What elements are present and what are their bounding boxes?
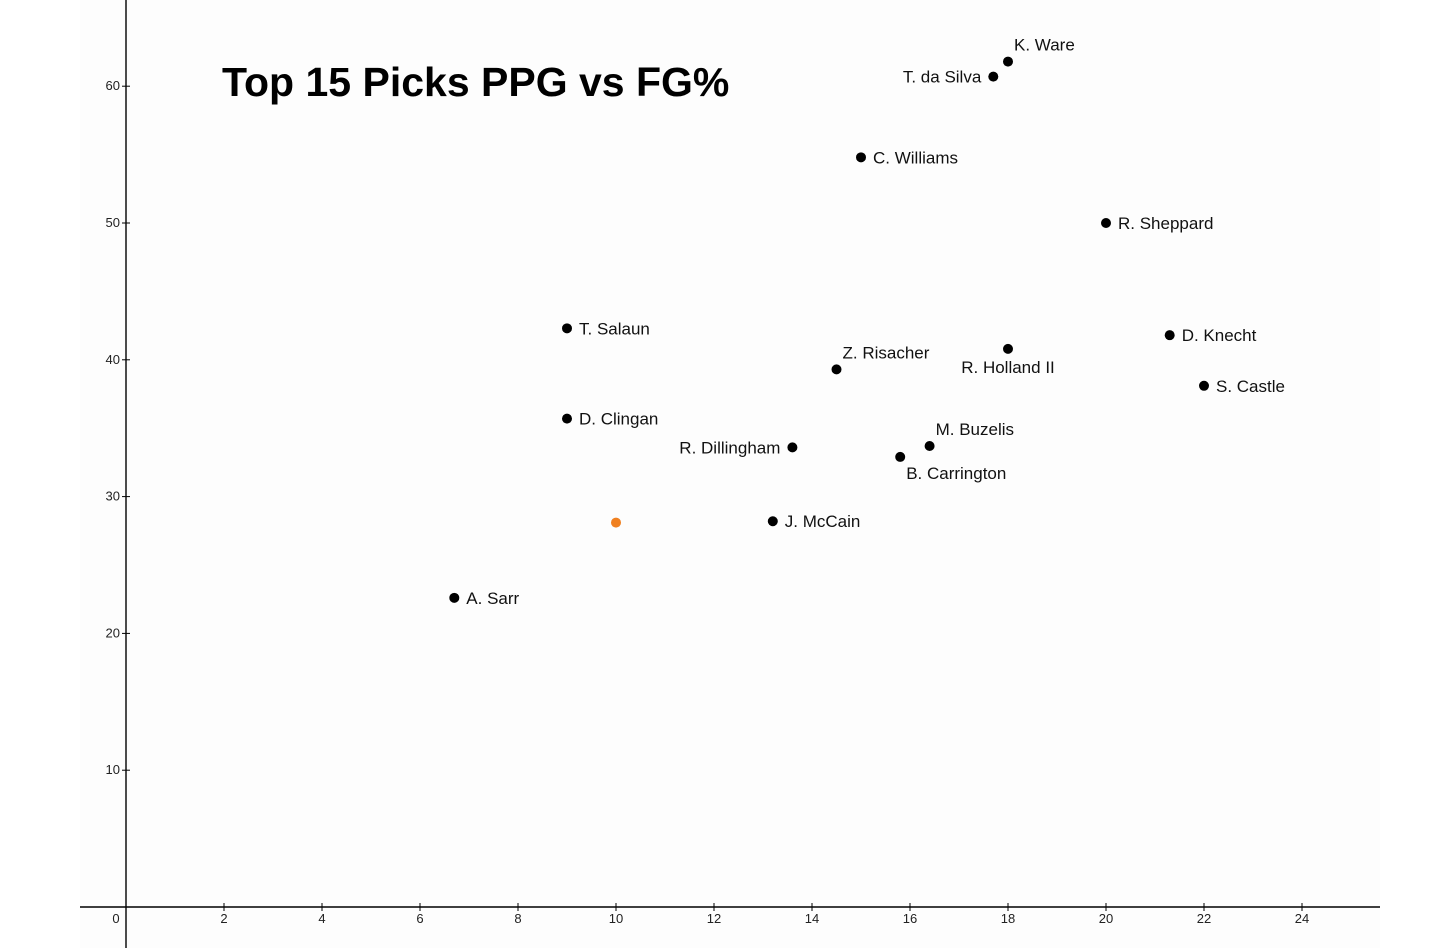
data-point xyxy=(1199,380,1209,391)
data-point-label: D. Knecht xyxy=(1182,326,1257,345)
point-labels: K. Ware T. da Silva C. Williams R. Sheppard… xyxy=(466,36,1285,608)
chart-title: Top 15 Picks PPG vs FG% xyxy=(222,59,729,105)
highlighted-data-point xyxy=(611,517,621,528)
x-tick-label: 18 xyxy=(1001,911,1015,926)
x-tick-label: 4 xyxy=(318,911,325,926)
data-point xyxy=(1003,56,1013,67)
data-point-label: R. Sheppard xyxy=(1118,214,1213,233)
data-point-label: T. da Silva xyxy=(903,68,982,87)
data-point xyxy=(895,451,906,462)
x-tick-label: 22 xyxy=(1197,911,1211,926)
data-point xyxy=(449,592,460,603)
data-point xyxy=(924,440,935,451)
data-point-label: M. Buzelis xyxy=(936,420,1014,439)
x-tick-label: 24 xyxy=(1295,911,1309,926)
x-tick-label: 2 xyxy=(220,911,227,926)
data-point-label: S. Castle xyxy=(1216,377,1285,396)
data-point xyxy=(767,516,778,527)
x-tick-label: 8 xyxy=(514,911,521,926)
y-tick-label: 20 xyxy=(106,625,120,640)
data-point-label: K. Ware xyxy=(1014,36,1075,55)
data-point xyxy=(1164,330,1175,341)
data-point xyxy=(856,152,866,163)
data-points xyxy=(449,56,1209,603)
data-point-label: A. Sarr xyxy=(466,589,519,608)
y-tick-label: 50 xyxy=(106,215,120,230)
data-point-label: B. Carrington xyxy=(906,464,1006,483)
data-point xyxy=(1101,218,1111,228)
data-point xyxy=(562,323,572,334)
data-point xyxy=(787,442,798,453)
data-point xyxy=(562,413,572,424)
data-point-label: T. Salaun xyxy=(579,319,650,338)
data-point-label: C. Williams xyxy=(873,148,958,167)
data-point-label: J. McCain xyxy=(785,512,861,531)
y-tick-label: 30 xyxy=(106,489,120,504)
x-tick-label: 20 xyxy=(1099,911,1113,926)
data-point xyxy=(831,364,842,375)
data-point-label: Z. Risacher xyxy=(843,343,930,362)
data-point-label: D. Clingan xyxy=(579,410,658,429)
data-point xyxy=(1003,343,1013,354)
x-tick-label: 10 xyxy=(609,911,623,926)
x-tick-label: 6 xyxy=(416,911,423,926)
y-tick-label: 10 xyxy=(106,762,120,777)
x-tick-label: 16 xyxy=(903,911,917,926)
plot-background xyxy=(80,0,1380,948)
y-tick-label: 40 xyxy=(106,352,120,367)
data-point-label: R. Holland II xyxy=(961,358,1055,377)
x-tick-label: 0 xyxy=(112,911,119,926)
x-tick-label: 14 xyxy=(805,911,819,926)
data-point-label: R. Dillingham xyxy=(679,438,780,457)
x-tick-label: 12 xyxy=(707,911,721,926)
axes xyxy=(80,0,1380,948)
y-tick-label: 60 xyxy=(106,78,120,93)
data-point xyxy=(988,71,999,82)
